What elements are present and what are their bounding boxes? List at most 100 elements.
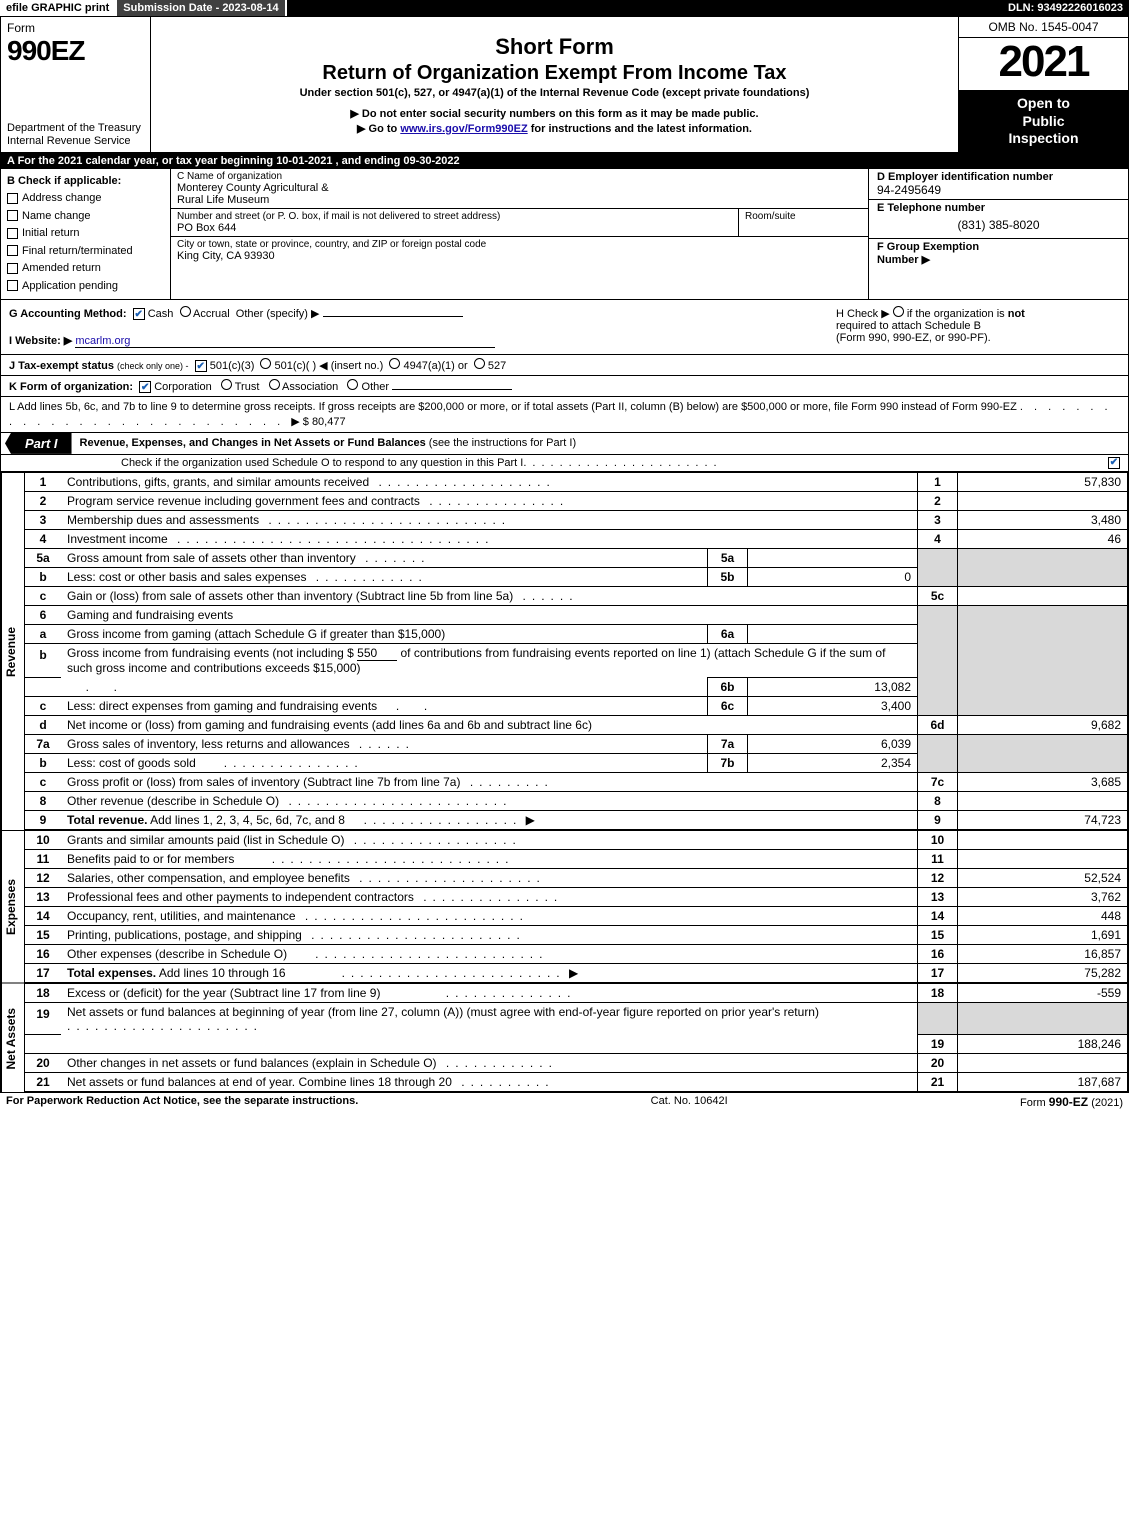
chk-trust[interactable] xyxy=(221,379,232,390)
website-link[interactable]: mcarlm.org xyxy=(75,335,495,347)
chk-label: Amended return xyxy=(22,260,101,277)
chk-assoc[interactable] xyxy=(269,379,280,390)
line-3: 3 Membership dues and assessments ......… xyxy=(25,510,1128,529)
line-7c: c Gross profit or (loss) from sales of i… xyxy=(25,772,1128,791)
chk-527[interactable] xyxy=(474,358,485,369)
box-b-title: B Check if applicable: xyxy=(7,173,164,190)
spacer xyxy=(287,0,1002,16)
box-g: G Accounting Method: ✔ Cash Accrual Othe… xyxy=(1,300,828,354)
title-short-form: Short Form xyxy=(159,34,950,60)
line-15: 15 Printing, publications, postage, and … xyxy=(25,925,1128,944)
chk-application-pending[interactable]: Application pending xyxy=(7,278,164,295)
chk-label: Address change xyxy=(22,190,102,207)
c-name-val: Monterey County Agricultural & Rural Lif… xyxy=(177,182,862,206)
c-room: Room/suite xyxy=(738,209,868,236)
chk-other[interactable] xyxy=(347,379,358,390)
box-d-e-f: D Employer identification number 94-2495… xyxy=(868,169,1128,300)
f-label: F Group Exemption Number ▶ xyxy=(877,241,1120,266)
chk-sched-o[interactable]: ✔ xyxy=(1108,457,1120,469)
box-h: H Check ▶ if the organization is not req… xyxy=(828,300,1128,354)
line-21: 21 Net assets or fund balances at end of… xyxy=(25,1073,1128,1092)
c-name-label: C Name of organization xyxy=(177,171,862,182)
line-16: 16 Other expenses (describe in Schedule … xyxy=(25,944,1128,963)
netassets-section: Net Assets 18 Excess or (deficit) for th… xyxy=(1,983,1128,1093)
box-d: D Employer identification number 94-2495… xyxy=(869,169,1128,200)
chk-h[interactable] xyxy=(893,306,904,317)
irs-link[interactable]: www.irs.gov/Form990EZ xyxy=(400,123,527,135)
header-right: OMB No. 1545-0047 2021 Open to Public In… xyxy=(958,17,1128,152)
chk-initial-return[interactable]: Initial return xyxy=(7,225,164,242)
k-other: Other xyxy=(362,381,390,393)
form-word: Form xyxy=(7,21,144,35)
chk-label: Name change xyxy=(22,208,91,225)
box-j: J Tax-exempt status (check only one) - ✔… xyxy=(1,355,1128,376)
g-cash: Cash xyxy=(148,308,174,320)
efile-label[interactable]: efile GRAPHIC print xyxy=(0,0,117,16)
c-street-label: Number and street (or P. O. box, if mail… xyxy=(177,211,732,222)
part-i-tab: Part I xyxy=(5,433,72,454)
g-other: Other (specify) ▶ xyxy=(236,308,320,320)
chk-corp[interactable]: ✔ xyxy=(139,381,151,393)
sched-o-text: Check if the organization used Schedule … xyxy=(121,457,523,469)
l-amount: ▶ $ 80,477 xyxy=(291,416,345,428)
footer-mid: Cat. No. 10642I xyxy=(358,1095,1020,1109)
form-number: 990EZ xyxy=(7,35,144,67)
d-val: 94-2495649 xyxy=(877,183,1120,197)
box-l: L Add lines 5b, 6c, and 7b to line 9 to … xyxy=(1,397,1128,433)
k-other-line[interactable] xyxy=(392,389,512,390)
chk-cash[interactable]: ✔ xyxy=(133,308,145,320)
line-5a: 5a Gross amount from sale of assets othe… xyxy=(25,548,1128,567)
line-11: 11 Benefits paid to or for members .....… xyxy=(25,849,1128,868)
c-street-val: PO Box 644 xyxy=(177,222,732,234)
goto-post: for instructions and the latest informat… xyxy=(528,123,752,135)
chk-501c[interactable] xyxy=(260,358,271,369)
netassets-side-label: Net Assets xyxy=(1,983,25,1093)
form-wrapper: Form 990EZ Department of the Treasury In… xyxy=(0,16,1129,1093)
h-text2: if the organization is xyxy=(907,308,1008,320)
box-i: I Website: ▶ mcarlm.org xyxy=(9,334,820,348)
line-17: 17 Total expenses. Add lines 10 through … xyxy=(25,963,1128,982)
e-label: E Telephone number xyxy=(877,202,1120,214)
expenses-section: Expenses 10 Grants and similar amounts p… xyxy=(1,830,1128,983)
line-13: 13 Professional fees and other payments … xyxy=(25,887,1128,906)
chk-final-return[interactable]: Final return/terminated xyxy=(7,243,164,260)
line-2: 2 Program service revenue including gove… xyxy=(25,491,1128,510)
j-501c3: 501(c)(3) xyxy=(210,360,255,372)
part-i-header: Part I Revenue, Expenses, and Changes in… xyxy=(1,433,1128,455)
g-label: G Accounting Method: xyxy=(9,308,127,320)
sched-o-check-row: Check if the organization used Schedule … xyxy=(1,455,1128,472)
j-sub: (check only one) - xyxy=(117,361,189,371)
dept-label: Department of the Treasury Internal Reve… xyxy=(7,122,144,147)
line-14: 14 Occupancy, rent, utilities, and maint… xyxy=(25,906,1128,925)
footer-right: Form 990-EZ (2021) xyxy=(1020,1095,1123,1109)
sched-o-dots: ...................... xyxy=(523,457,1108,469)
h-text3: required to attach Schedule B xyxy=(836,320,981,332)
line-20: 20 Other changes in net assets or fund b… xyxy=(25,1054,1128,1073)
line-8: 8 Other revenue (describe in Schedule O)… xyxy=(25,791,1128,810)
k-corp: Corporation xyxy=(154,381,211,393)
part-i-sub: (see the instructions for Part I) xyxy=(429,437,576,449)
g-other-line[interactable] xyxy=(323,316,463,317)
chk-name-change[interactable]: Name change xyxy=(7,208,164,225)
chk-4947[interactable] xyxy=(389,358,400,369)
h-text1: H Check ▶ xyxy=(836,308,893,320)
subtitle-ssn: ▶ Do not enter social security numbers o… xyxy=(159,107,950,120)
box-e: E Telephone number (831) 385-8020 xyxy=(869,200,1128,239)
part-i-title: Revenue, Expenses, and Changes in Net As… xyxy=(72,437,1128,449)
footer: For Paperwork Reduction Act Notice, see … xyxy=(0,1093,1129,1111)
j-label: J Tax-exempt status xyxy=(9,360,114,372)
line-a: A For the 2021 calendar year, or tax yea… xyxy=(1,153,1128,169)
header-left: Form 990EZ Department of the Treasury In… xyxy=(1,17,151,152)
line-4: 4 Investment income ....................… xyxy=(25,529,1128,548)
tax-year: 2021 xyxy=(959,38,1128,91)
form-header: Form 990EZ Department of the Treasury In… xyxy=(1,17,1128,153)
expenses-side-label: Expenses xyxy=(1,830,25,983)
netassets-table: 18 Excess or (deficit) for the year (Sub… xyxy=(25,983,1128,1093)
e-val: (831) 385-8020 xyxy=(877,214,1120,236)
footer-left: For Paperwork Reduction Act Notice, see … xyxy=(6,1095,358,1109)
chk-accrual[interactable] xyxy=(180,306,191,317)
chk-address-change[interactable]: Address change xyxy=(7,190,164,207)
subtitle-goto: ▶ Go to www.irs.gov/Form990EZ for instru… xyxy=(159,122,950,135)
chk-501c3[interactable]: ✔ xyxy=(195,360,207,372)
chk-amended-return[interactable]: Amended return xyxy=(7,260,164,277)
